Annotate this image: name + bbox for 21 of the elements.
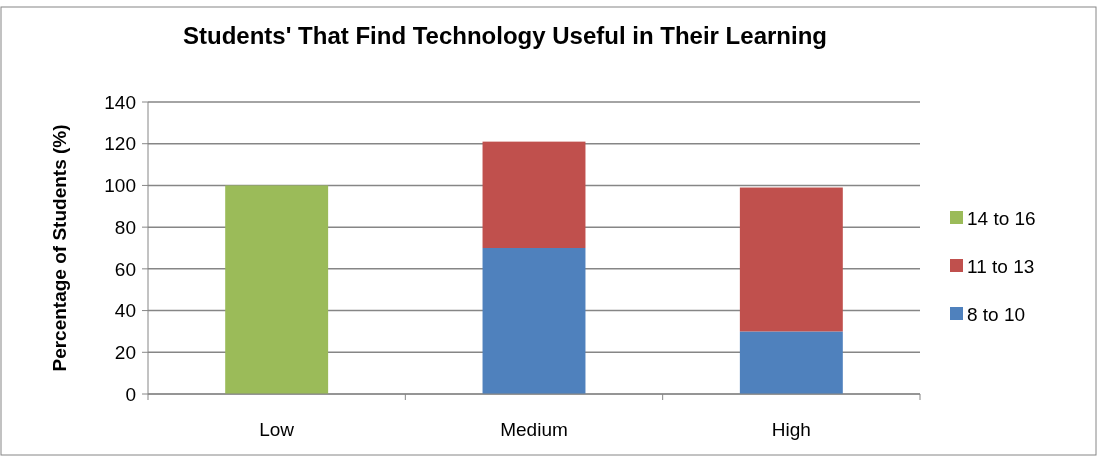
bar: [739, 187, 843, 332]
y-tick-label: 0: [125, 383, 136, 405]
legend-label: 8 to 10: [967, 303, 1026, 325]
chart-title: Students' That Find Technology Useful in Their Learning: [183, 22, 827, 49]
y-tick-label: 40: [114, 300, 136, 322]
y-tick-label: 120: [104, 133, 136, 155]
x-tick-label: Medium: [500, 419, 568, 440]
y-axis-title: Percentage of Students (%): [49, 124, 70, 372]
legend-label: 11 to 13: [967, 255, 1035, 277]
y-tick-label: 100: [104, 175, 136, 197]
y-tick-label: 80: [114, 216, 136, 238]
bar: [482, 141, 586, 248]
x-tick-label: High: [771, 419, 811, 440]
bar: [482, 248, 586, 394]
x-tick-label: Low: [259, 419, 295, 440]
y-tick-label: 20: [114, 341, 136, 363]
y-tick-label: 60: [114, 258, 136, 280]
y-tick-label: 140: [104, 91, 136, 113]
bar: [225, 185, 329, 394]
legend-label: 14 to 16: [967, 207, 1036, 229]
bar: [739, 331, 843, 394]
